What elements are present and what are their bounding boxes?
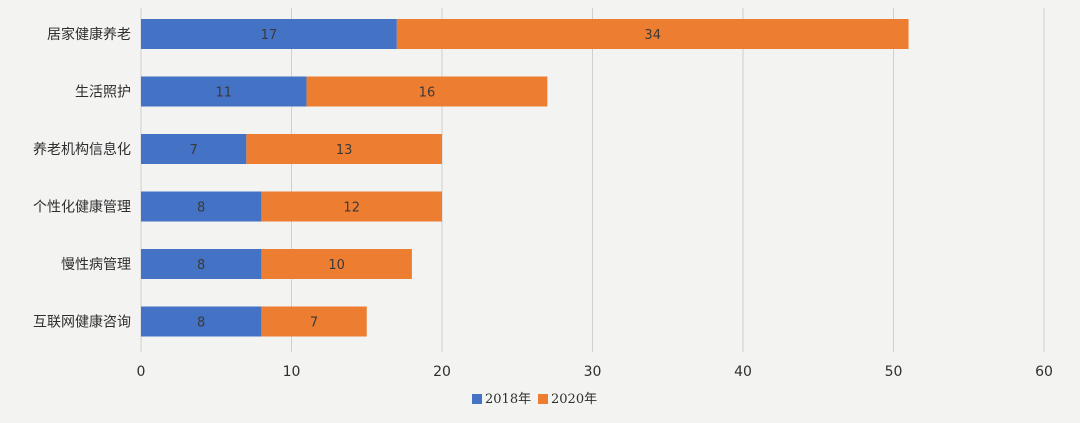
x-tick-label: 30 bbox=[584, 364, 602, 380]
x-tick-label: 40 bbox=[734, 364, 752, 380]
bar-segment bbox=[246, 134, 442, 164]
category-label: 养老机构信息化 bbox=[33, 141, 131, 158]
bar-segment bbox=[141, 19, 397, 49]
bar-segment bbox=[306, 76, 548, 107]
bar-segment bbox=[141, 249, 262, 279]
legend: 2018年 2020年 bbox=[472, 392, 597, 407]
x-tick-label: 50 bbox=[885, 364, 903, 380]
data-label: 17 bbox=[261, 28, 278, 43]
bar-segment bbox=[396, 19, 909, 49]
gridlines bbox=[140, 8, 1045, 352]
x-tick-label: 10 bbox=[283, 364, 301, 380]
data-label: 34 bbox=[644, 28, 661, 43]
category-label: 个性化健康管理 bbox=[33, 199, 131, 216]
bars bbox=[141, 19, 909, 337]
data-label: 8 bbox=[197, 201, 205, 216]
bar-segment bbox=[141, 76, 307, 107]
category-label: 生活照护 bbox=[75, 85, 131, 101]
value-axis: 0 10 20 30 40 50 60 bbox=[137, 364, 1053, 380]
data-label: 11 bbox=[216, 86, 233, 101]
data-label: 16 bbox=[419, 86, 436, 101]
data-label: 8 bbox=[197, 258, 205, 273]
legend-swatch bbox=[472, 394, 482, 404]
category-label: 慢性病管理 bbox=[61, 256, 131, 273]
bar-segment bbox=[261, 306, 367, 337]
data-labels: 17 34 11 16 7 13 8 12 8 10 8 7 bbox=[190, 28, 661, 331]
data-label: 7 bbox=[190, 143, 198, 158]
category-label: 居家健康养老 bbox=[47, 26, 131, 43]
category-label: 互联网健康咨询 bbox=[33, 314, 131, 331]
data-label: 10 bbox=[328, 258, 345, 273]
legend-label: 2018年 bbox=[485, 392, 531, 407]
bar-segment bbox=[141, 191, 262, 222]
data-label: 7 bbox=[310, 316, 318, 331]
bar-segment bbox=[141, 134, 247, 164]
bar-segment bbox=[141, 306, 262, 337]
data-label: 12 bbox=[343, 201, 360, 216]
legend-swatch bbox=[538, 394, 548, 404]
x-tick-label: 0 bbox=[137, 364, 146, 380]
legend-label: 2020年 bbox=[551, 392, 597, 407]
x-tick-label: 60 bbox=[1035, 364, 1053, 380]
data-label: 8 bbox=[197, 316, 205, 331]
bar-segment bbox=[261, 249, 412, 279]
x-tick-label: 20 bbox=[433, 364, 451, 380]
data-label: 13 bbox=[336, 143, 353, 158]
bar-segment bbox=[261, 191, 442, 222]
